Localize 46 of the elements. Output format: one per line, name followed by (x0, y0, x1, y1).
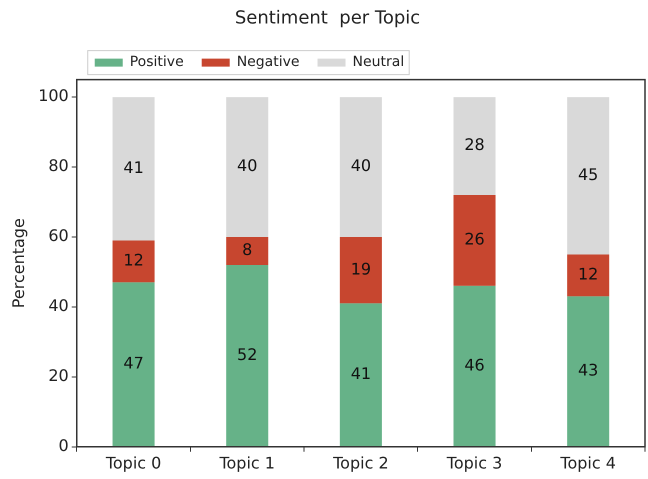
data-label: 47 (123, 354, 144, 373)
data-label: 19 (350, 259, 372, 278)
data-label: 52 (237, 344, 258, 364)
bar (112, 240, 155, 282)
bar (226, 97, 268, 237)
legend-label: Negative (236, 54, 300, 70)
legend-label: Positive (130, 54, 184, 70)
data-label: 28 (464, 135, 485, 154)
y-tick-label: 40 (48, 296, 69, 316)
bar (453, 286, 496, 446)
bar (453, 97, 496, 196)
data-label: 12 (123, 250, 144, 270)
data-label: 26 (464, 230, 485, 249)
bar (567, 254, 610, 296)
chart-title: Sentiment per Topic (234, 7, 420, 28)
bar (453, 195, 496, 286)
data-label: 43 (578, 360, 598, 380)
x-tick-label: Topic 4 (559, 454, 616, 473)
data-label: 46 (464, 355, 485, 374)
bar (226, 236, 268, 265)
bar (567, 296, 610, 446)
x-tick-label: Topic 1 (218, 454, 275, 473)
x-tick-label: Topic 3 (446, 454, 502, 473)
x-tick-label: Topic 0 (104, 454, 162, 473)
bar (112, 282, 155, 446)
data-label: 12 (578, 264, 598, 284)
bar (340, 236, 382, 304)
bar (112, 97, 155, 240)
y-tick-label: 60 (48, 226, 69, 246)
data-label: 8 (242, 240, 252, 260)
bar (567, 97, 610, 254)
data-label: 40 (237, 156, 258, 176)
y-tick-label: 100 (38, 86, 69, 106)
legend-label: Neutral (352, 54, 404, 70)
data-label: 41 (350, 364, 372, 384)
y-tick-label: 80 (48, 156, 69, 176)
y-tick-label: 0 (58, 436, 69, 455)
bar (340, 303, 382, 446)
y-tick-label: 20 (48, 366, 69, 386)
bar (226, 264, 268, 446)
data-label: 40 (350, 156, 372, 176)
data-label: 45 (578, 164, 598, 184)
y-axis-title: Percentage (8, 218, 28, 308)
x-tick-label: Topic 2 (332, 454, 389, 473)
bar (340, 97, 382, 237)
data-label: 41 (123, 158, 144, 177)
